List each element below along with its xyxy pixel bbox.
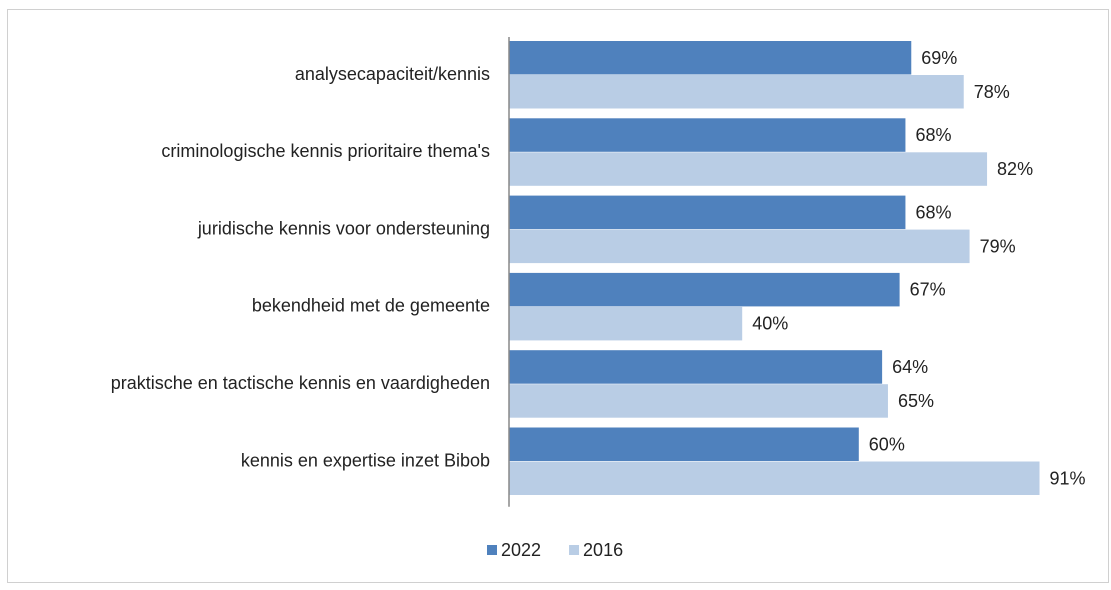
chart-border: [7, 9, 1109, 583]
value-label: 64%: [892, 357, 928, 377]
value-label: 82%: [997, 159, 1033, 179]
value-label: 40%: [752, 314, 788, 334]
value-label: 65%: [898, 391, 934, 411]
value-label: 67%: [910, 280, 946, 300]
category-label: criminologische kennis prioritaire thema…: [161, 141, 490, 161]
bar: [509, 461, 1040, 495]
bar: [509, 272, 900, 307]
category-label: analysecapaciteit/kennis: [295, 64, 490, 84]
bar: [509, 229, 970, 264]
bar: [509, 384, 888, 418]
legend-label: 2016: [583, 540, 623, 560]
value-label: 79%: [980, 236, 1016, 256]
bar: [509, 75, 964, 109]
bar: [509, 152, 988, 186]
value-label: 68%: [915, 202, 951, 222]
value-label: 68%: [915, 125, 951, 145]
bar: [509, 41, 912, 75]
legend-swatch: [569, 545, 580, 555]
value-label: 78%: [974, 82, 1010, 102]
bar: [509, 306, 743, 341]
bar: [509, 350, 883, 384]
bar: [509, 118, 906, 152]
category-label: juridische kennis voor ondersteuning: [197, 218, 490, 238]
legend-swatch: [487, 545, 497, 555]
value-label: 91%: [1050, 468, 1086, 488]
category-label: kennis en expertise inzet Bibob: [241, 450, 490, 470]
value-label: 60%: [869, 434, 905, 454]
bar: [509, 427, 859, 461]
legend-label: 2022: [501, 540, 541, 560]
category-label: praktische en tactische kennis en vaardi…: [111, 373, 490, 393]
bar: [509, 195, 906, 230]
category-label: bekendheid met de gemeente: [252, 296, 490, 316]
value-label: 69%: [921, 48, 957, 68]
